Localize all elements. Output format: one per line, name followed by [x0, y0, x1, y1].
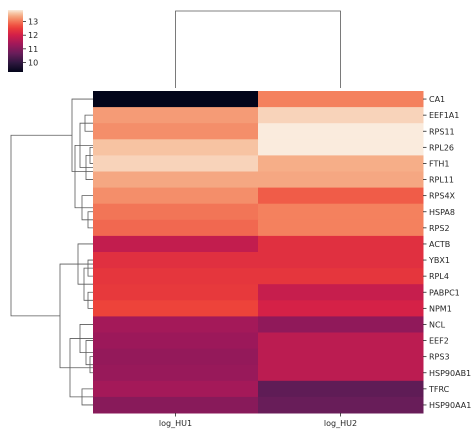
heatmap-cell-hsp90ab1-log-hu2 [258, 364, 424, 382]
row-label: HSPA8 [429, 208, 455, 217]
heatmap-cell-hspa8-log-hu1 [93, 203, 259, 221]
heatmap-cell-rps11-log-hu1 [93, 123, 259, 140]
row-label: RPL26 [429, 143, 454, 152]
heatmap-cell-ca1-log-hu2 [258, 91, 424, 108]
heatmap-cell-pabpc1-log-hu2 [258, 284, 424, 301]
column-labels: log_HU1 log_HU2 [159, 413, 357, 428]
row-label: RPL4 [429, 272, 449, 281]
heatmap-cell-rps3-log-hu2 [258, 348, 424, 366]
heatmap-cell-pabpc1-log-hu1 [93, 284, 259, 301]
heatmap-cell-npm1-log-hu1 [93, 300, 259, 317]
heatmap-cell-rpl26-log-hu1 [93, 139, 259, 156]
colorbar-tick-label: 10 [28, 58, 38, 67]
row-label: NCL [429, 320, 446, 329]
column-dendrogram [175, 10, 341, 88]
row-label: RPL11 [429, 176, 454, 185]
heatmap-cell-eef1a1-log-hu2 [258, 107, 424, 124]
row-dendrogram-link [59, 263, 93, 369]
heatmap-cell-ybx1-log-hu2 [258, 252, 424, 269]
heatmap-cell-hspa8-log-hu2 [258, 203, 424, 221]
row-label: HSP90AB1 [429, 369, 471, 378]
row-label: CA1 [429, 95, 445, 104]
heatmap-cell-rps4x-log-hu2 [258, 187, 424, 205]
colorbar-tick-label: 11 [28, 45, 38, 54]
row-label: RPS11 [429, 127, 455, 136]
heatmap-cell-ybx1-log-hu1 [93, 252, 259, 269]
colorbar-gradient [8, 10, 23, 72]
heatmap-cell-rpl4-log-hu1 [93, 268, 259, 285]
heatmap-cell-rps3-log-hu1 [93, 348, 259, 366]
heatmap-cell-hsp90aa1-log-hu2 [258, 396, 424, 414]
row-dendrogram [10, 98, 93, 406]
row-label: RPS3 [429, 353, 450, 362]
heatmap-cell-actb-log-hu2 [258, 235, 424, 253]
row-label: TFRC [428, 385, 450, 394]
heatmap-cell-rps11-log-hu2 [258, 123, 424, 140]
heatmap-cell-npm1-log-hu2 [258, 300, 424, 317]
row-label: YBX1 [428, 256, 450, 265]
column-dendrogram-link [175, 10, 341, 88]
heatmap-cell-eef1a1-log-hu1 [93, 107, 259, 124]
heatmap-cell-ncl-log-hu1 [93, 316, 259, 333]
colorbar-tick-label: 12 [28, 31, 38, 40]
column-label: log_HU1 [159, 419, 192, 428]
row-label: FTH1 [429, 159, 449, 168]
heatmap-cell-ncl-log-hu2 [258, 316, 424, 333]
heatmap-cell-rps2-log-hu1 [93, 219, 259, 237]
row-label: ACTB [429, 240, 450, 249]
row-label: EEF1A1 [429, 111, 459, 120]
heatmap-cell-rps2-log-hu2 [258, 219, 424, 237]
heatmap-cell-actb-log-hu1 [93, 235, 259, 253]
heatmap-cell-rpl11-log-hu2 [258, 171, 424, 189]
row-label: RPS2 [429, 224, 450, 233]
heatmap-cell-rps4x-log-hu1 [93, 187, 259, 205]
row-dendrogram-link [74, 144, 93, 209]
colorbar: 10 11 12 13 [8, 10, 38, 72]
row-dendrogram-root [10, 134, 72, 317]
colorbar-tick-label: 13 [28, 18, 38, 27]
row-label: HSP90AA1 [429, 401, 471, 410]
heatmap-cell-tfrc-log-hu2 [258, 380, 424, 398]
heatmap-cell-hsp90aa1-log-hu1 [93, 396, 259, 414]
row-label: RPS4X [429, 192, 456, 201]
heatmap-cell-ca1-log-hu1 [93, 91, 259, 108]
row-labels: CA1 EEF1A1 RPS11 RPL26 FTH1 RPL11 RPS4X HSPA8 RP… [423, 95, 471, 410]
row-label: EEF2 [429, 337, 449, 346]
heatmap-cell-rpl11-log-hu1 [93, 171, 259, 189]
heatmap-cell-rpl26-log-hu2 [258, 139, 424, 156]
column-label: log_HU2 [324, 419, 357, 428]
heatmap-cells [93, 91, 424, 414]
row-label: NPM1 [429, 304, 452, 313]
row-label: PABPC1 [429, 288, 460, 297]
heatmap-cell-eef2-log-hu1 [93, 332, 259, 350]
heatmap-cell-fth1-log-hu2 [258, 155, 424, 172]
heatmap-cell-rpl4-log-hu2 [258, 268, 424, 285]
heatmap-cell-eef2-log-hu2 [258, 332, 424, 350]
heatmap-cell-tfrc-log-hu1 [93, 380, 259, 398]
heatmap-cell-fth1-log-hu1 [93, 155, 259, 172]
heatmap-cell-hsp90ab1-log-hu1 [93, 364, 259, 382]
